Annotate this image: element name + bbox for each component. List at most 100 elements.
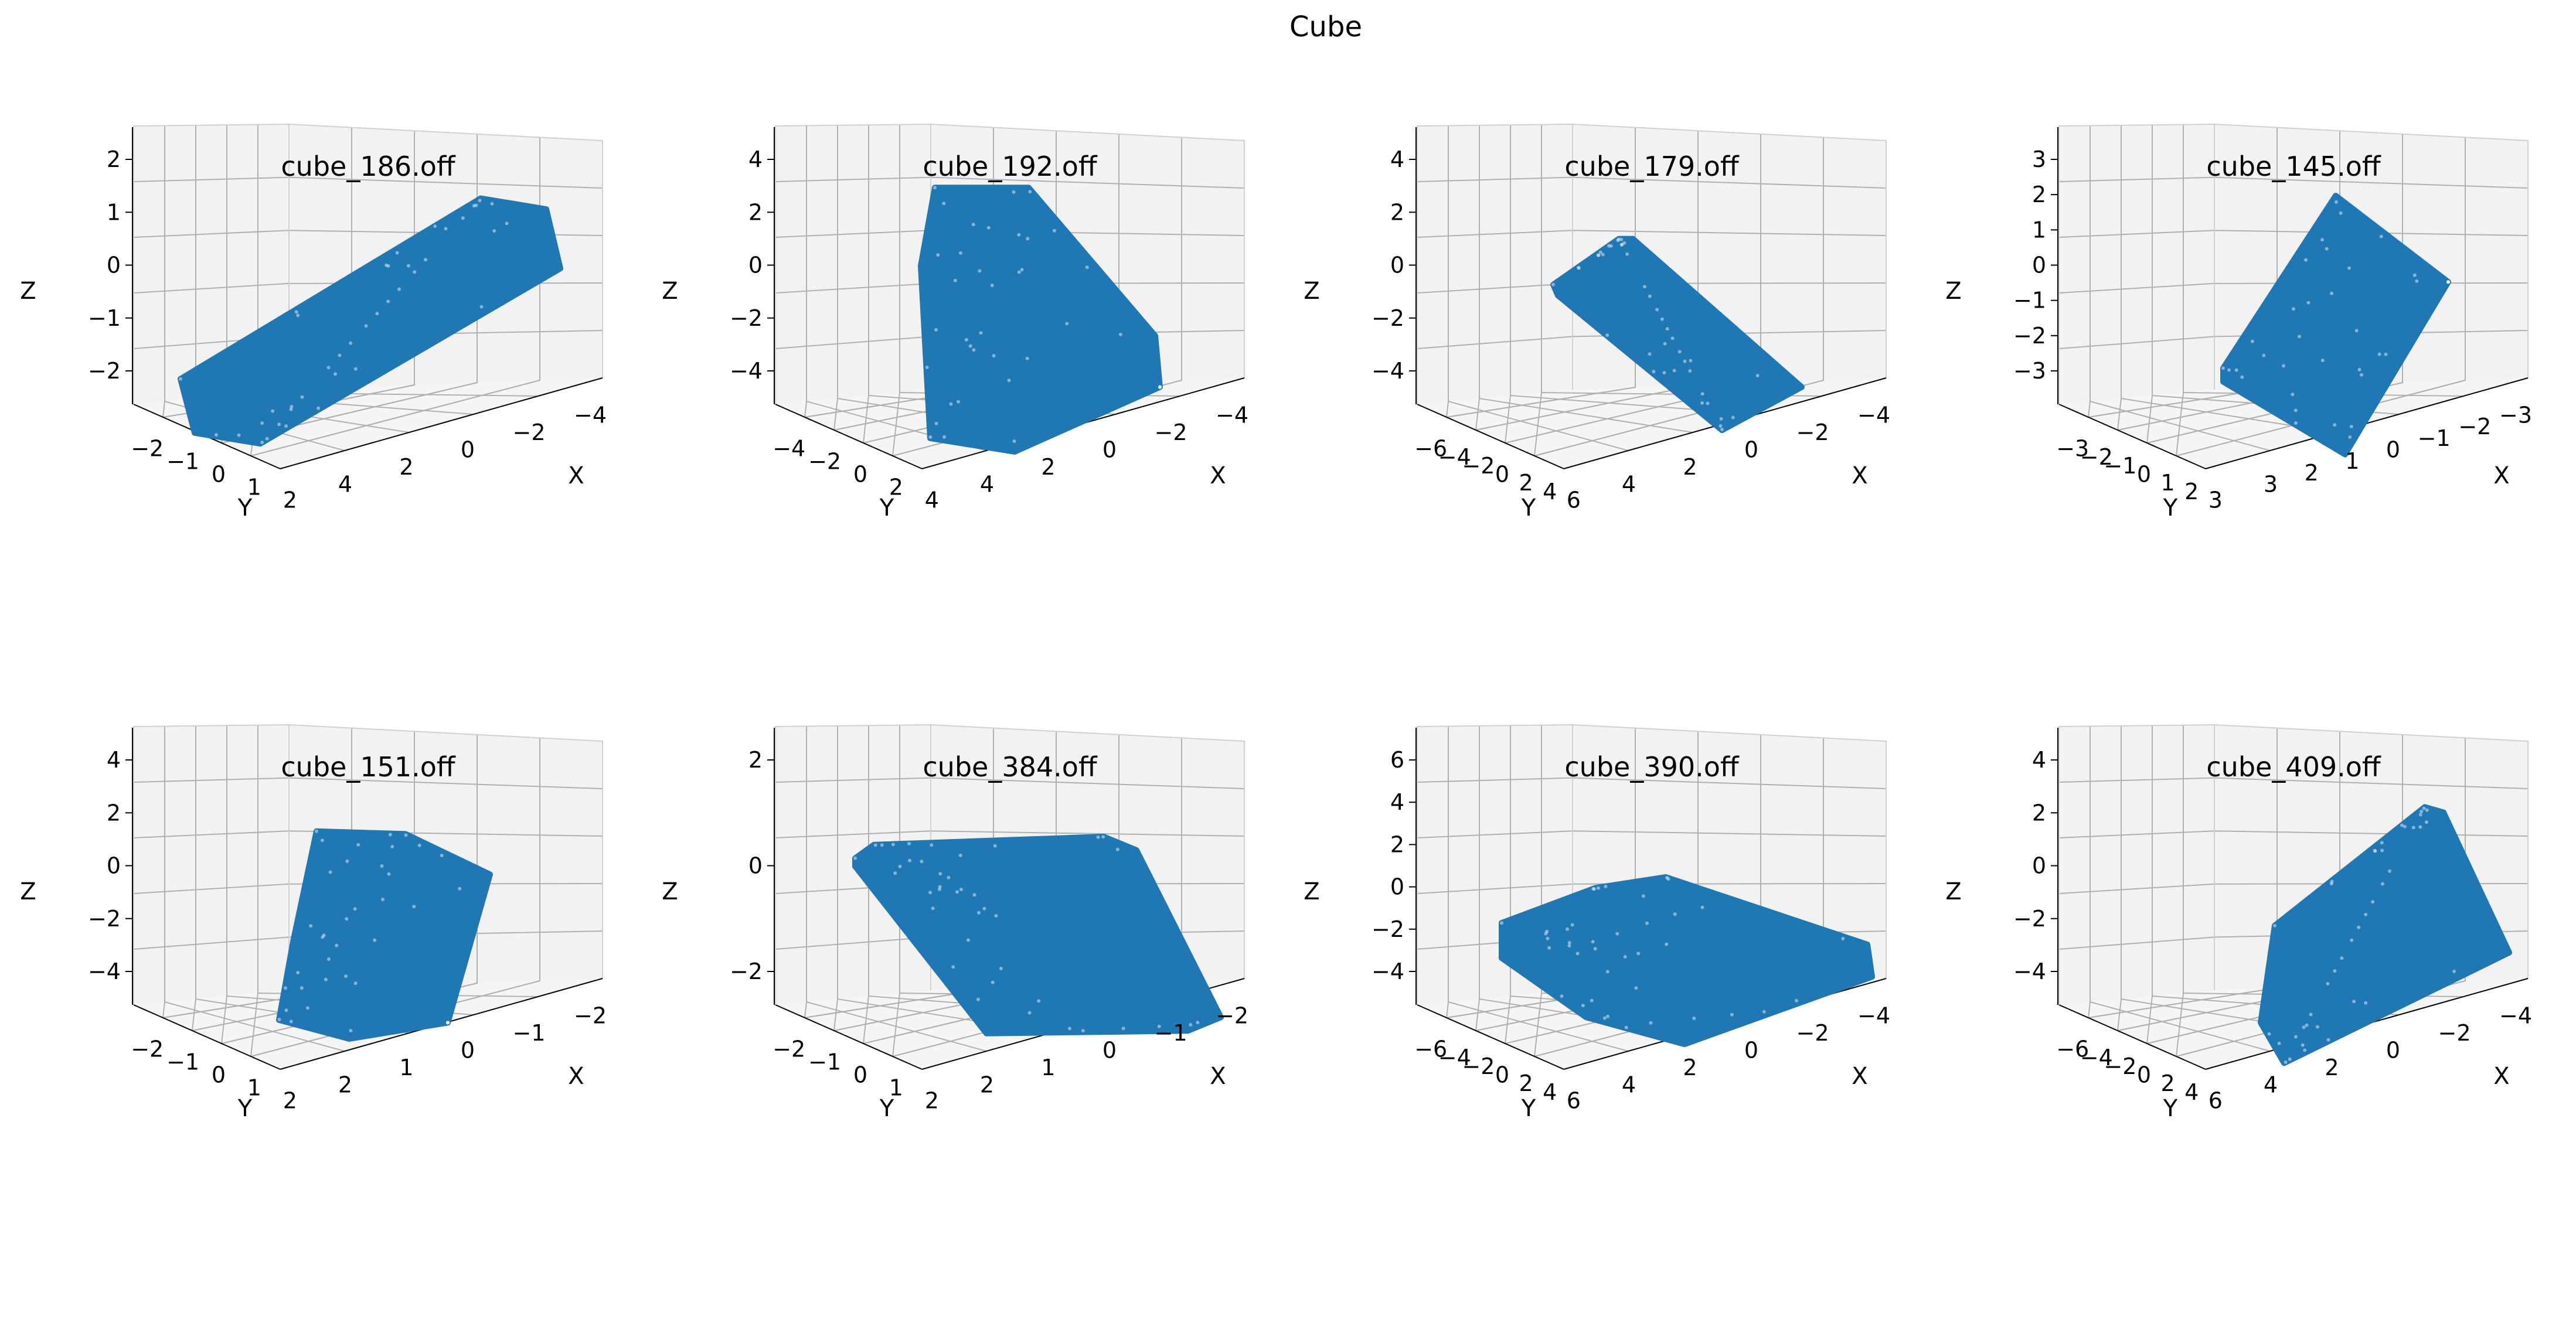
point-speckle <box>955 890 959 894</box>
point-speckle <box>1604 885 1608 888</box>
point-speckle <box>1683 359 1687 363</box>
x-tick-label: 0 <box>1102 1038 1117 1063</box>
point-speckle <box>1546 936 1550 940</box>
z-tick-label: 2 <box>2032 182 2046 207</box>
point-speckle <box>1665 942 1669 946</box>
point-speckle <box>1648 352 1652 356</box>
z-tick-label: 4 <box>1390 789 1404 815</box>
point-speckle <box>936 253 940 257</box>
point-speckle <box>964 337 968 342</box>
point-speckle <box>1577 265 1581 270</box>
point-speckle <box>1096 835 1100 839</box>
y-tick-label: 0 <box>1495 1062 1509 1088</box>
y-axis-label: Y <box>1521 495 1536 521</box>
x-tick-label: 0 <box>461 1038 475 1063</box>
point-speckle <box>2384 352 2388 356</box>
z-tick-label: 4 <box>107 747 121 773</box>
point-speckle <box>928 435 933 439</box>
point-speckle <box>1570 923 1574 927</box>
point-speckle <box>942 202 946 206</box>
point-speckle <box>294 310 298 314</box>
point-speckle <box>982 906 986 911</box>
x-axis-line <box>280 377 603 469</box>
z-axis-label: Z <box>1945 878 1961 905</box>
z-tick-label: 6 <box>1390 747 1404 773</box>
point-speckle <box>1652 370 1656 374</box>
point-speckle <box>1619 237 1624 241</box>
z-tick-label: 1 <box>107 199 121 225</box>
y-tick-label: −2 <box>131 1036 164 1062</box>
point-speckle <box>1597 253 1601 257</box>
y-axis-label: Y <box>237 495 253 521</box>
x-tick-label: 0 <box>1744 1038 1758 1063</box>
point-speckle <box>1841 937 1845 940</box>
y-tick-label: 4 <box>1543 479 1557 504</box>
point-cloud <box>1550 236 1805 434</box>
point-speckle <box>1655 308 1659 312</box>
y-axis-line <box>2058 404 2206 469</box>
x-tick-label: −2 <box>1796 420 1829 445</box>
point-speckle <box>1605 333 1609 337</box>
point-speckle <box>388 833 392 837</box>
point-speckle <box>290 404 294 408</box>
y-tick-label: 0 <box>1495 462 1509 487</box>
point-speckle <box>1158 385 1162 389</box>
x-tick-label: −2 <box>2438 1020 2470 1046</box>
point-speckle <box>1158 385 1162 389</box>
point-speckle <box>999 967 1003 970</box>
point-speckle <box>2352 1000 2356 1004</box>
y-tick-label: −2 <box>1462 1053 1495 1079</box>
point-speckle <box>505 221 509 226</box>
point-speckle <box>424 258 427 262</box>
point-speckle <box>2282 364 2285 368</box>
point-speckle <box>979 331 983 335</box>
point-speckle <box>2302 1025 2306 1029</box>
point-speckle <box>1672 369 1676 373</box>
point-speckle <box>446 1021 450 1025</box>
x-tick-label: −2 <box>1154 420 1187 445</box>
x-axis-label: X <box>2493 1063 2509 1090</box>
point-speckle <box>1641 894 1645 898</box>
point-speckle <box>1591 887 1595 891</box>
point-speckle <box>1591 940 1595 944</box>
point-speckle <box>1700 905 1704 909</box>
x-tick-label: −2 <box>1216 1003 1248 1029</box>
x-tick-label: −4 <box>2499 1003 2532 1029</box>
point-speckle <box>2381 882 2384 886</box>
z-tick-label: −4 <box>88 959 121 984</box>
z-tick-label: −4 <box>730 358 763 384</box>
point-speckle <box>993 844 997 848</box>
z-tick-label: −2 <box>730 959 763 984</box>
point-speckle <box>386 264 390 268</box>
point-speckle <box>324 977 328 981</box>
point-speckle <box>2320 359 2325 363</box>
subplot-title: cube_151.off <box>281 751 456 783</box>
point-speckle <box>349 341 353 345</box>
point-speckle <box>322 933 326 937</box>
subplot-title: cube_390.off <box>1564 751 1740 783</box>
point-speckle <box>937 887 941 891</box>
x-axis-label: X <box>568 1063 584 1090</box>
point-speckle <box>1590 998 1594 1003</box>
point-speckle <box>474 203 478 207</box>
point-speckle <box>959 888 963 891</box>
point-speckle <box>2446 280 2450 284</box>
point-speckle <box>446 1021 450 1025</box>
point-speckle <box>2316 1025 2319 1029</box>
point-speckle <box>1547 946 1551 950</box>
back-pane-left <box>134 725 289 1005</box>
point-speckle <box>925 366 929 369</box>
point-speckle <box>2292 307 2295 311</box>
figure-title: Cube <box>1289 11 1362 43</box>
point-speckle <box>971 223 975 227</box>
point-speckle <box>277 1018 281 1021</box>
point-speckle <box>1025 356 1029 360</box>
point-speckle <box>1660 317 1664 321</box>
x-tick-label: −4 <box>1857 403 1890 428</box>
point-speckle <box>2333 969 2337 973</box>
y-tick-label: −1 <box>166 1049 199 1075</box>
